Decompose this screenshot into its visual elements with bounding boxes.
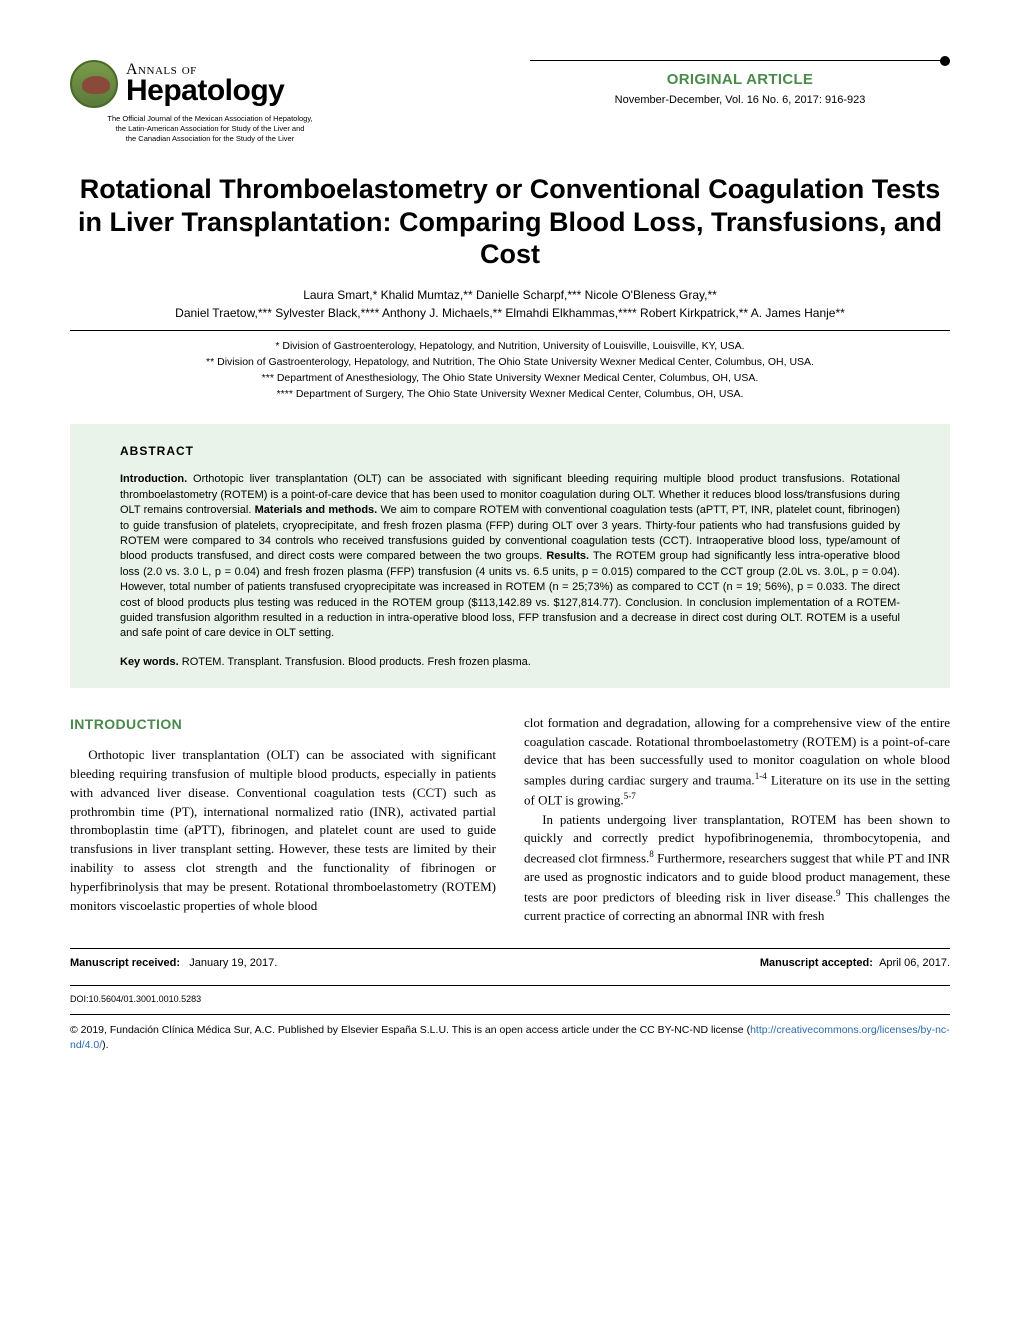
article-title: Rotational Thromboelastometry or Convent… <box>70 173 950 270</box>
license-text: ). <box>102 1039 108 1051</box>
received: Manuscript received: January 19, 2017. <box>70 957 277 969</box>
body-columns: INTRODUCTION Orthotopic liver transplant… <box>70 714 950 927</box>
journal-subtitle-line: the Canadian Association for the Study o… <box>126 134 294 143</box>
meta-rule <box>530 60 950 61</box>
affiliation: **** Department of Surgery, The Ohio Sta… <box>277 388 744 400</box>
body-paragraph: Orthotopic liver transplantation (OLT) c… <box>70 746 496 916</box>
authors: Laura Smart,* Khalid Mumtaz,** Danielle … <box>70 286 950 322</box>
journal-title: Hepatology <box>126 76 284 106</box>
abstract-heading: ABSTRACT <box>120 444 900 458</box>
affiliation: * Division of Gastroenterology, Hepatolo… <box>275 340 744 352</box>
issue-line: November-December, Vol. 16 No. 6, 2017: … <box>530 94 950 106</box>
citation-sup: 1-4 <box>755 771 767 781</box>
abstract-methods-label: Materials and methods. <box>255 504 378 516</box>
author-rule <box>70 330 950 331</box>
manuscript-dates: Manuscript received: January 19, 2017. M… <box>70 957 950 969</box>
license-text: © 2019, Fundación Clínica Médica Sur, A.… <box>70 1024 750 1036</box>
abstract-text: Introduction. Orthotopic liver transplan… <box>120 472 900 641</box>
column-right: clot formation and degradation, allowing… <box>524 714 950 927</box>
affiliation: ** Division of Gastroenterology, Hepatol… <box>206 356 814 368</box>
keywords-label: Key words. <box>120 656 179 668</box>
affiliations: * Division of Gastroenterology, Hepatolo… <box>70 339 950 402</box>
keywords: Key words. ROTEM. Transplant. Transfusio… <box>120 656 900 668</box>
abstract-intro-label: Introduction. <box>120 473 187 485</box>
accepted-date: April 06, 2017. <box>879 957 950 969</box>
doi: DOI:10.5604/01.3001.0010.5283 <box>70 994 950 1004</box>
journal-logo-icon <box>70 60 118 108</box>
received-label: Manuscript received: <box>70 957 180 969</box>
footer-rule <box>70 985 950 986</box>
article-type: ORIGINAL ARTICLE <box>530 71 950 88</box>
abstract-box: ABSTRACT Introduction. Orthotopic liver … <box>70 424 950 687</box>
citation-sup: 5-7 <box>624 791 636 801</box>
keywords-text: ROTEM. Transplant. Transfusion. Blood pr… <box>179 656 531 668</box>
abstract-results: The ROTEM group had significantly less i… <box>120 550 900 639</box>
introduction-heading: INTRODUCTION <box>70 714 496 734</box>
article-meta: ORIGINAL ARTICLE November-December, Vol.… <box>530 60 950 106</box>
accepted-label: Manuscript accepted: <box>760 957 873 969</box>
affiliation: *** Department of Anesthesiology, The Oh… <box>262 372 759 384</box>
journal-logo-row: Annals of Hepatology <box>70 60 350 108</box>
journal-subtitle-line: the Latin-American Association for Study… <box>116 124 305 133</box>
abstract-results-label: Results. <box>546 550 589 562</box>
footer-rule <box>70 948 950 949</box>
column-left: INTRODUCTION Orthotopic liver transplant… <box>70 714 496 927</box>
body-paragraph: clot formation and degradation, allowing… <box>524 714 950 811</box>
accepted: Manuscript accepted: April 06, 2017. <box>760 957 950 969</box>
journal-name: Annals of Hepatology <box>126 62 284 106</box>
license: © 2019, Fundación Clínica Médica Sur, A.… <box>70 1014 950 1052</box>
received-date: January 19, 2017. <box>189 957 277 969</box>
journal-subtitle: The Official Journal of the Mexican Asso… <box>70 114 350 143</box>
header-row: Annals of Hepatology The Official Journa… <box>70 60 950 143</box>
journal-block: Annals of Hepatology The Official Journa… <box>70 60 350 143</box>
body-paragraph: In patients undergoing liver transplanta… <box>524 811 950 927</box>
authors-line: Laura Smart,* Khalid Mumtaz,** Danielle … <box>303 288 717 302</box>
authors-line: Daniel Traetow,*** Sylvester Black,**** … <box>175 306 845 320</box>
journal-subtitle-line: The Official Journal of the Mexican Asso… <box>107 114 312 123</box>
